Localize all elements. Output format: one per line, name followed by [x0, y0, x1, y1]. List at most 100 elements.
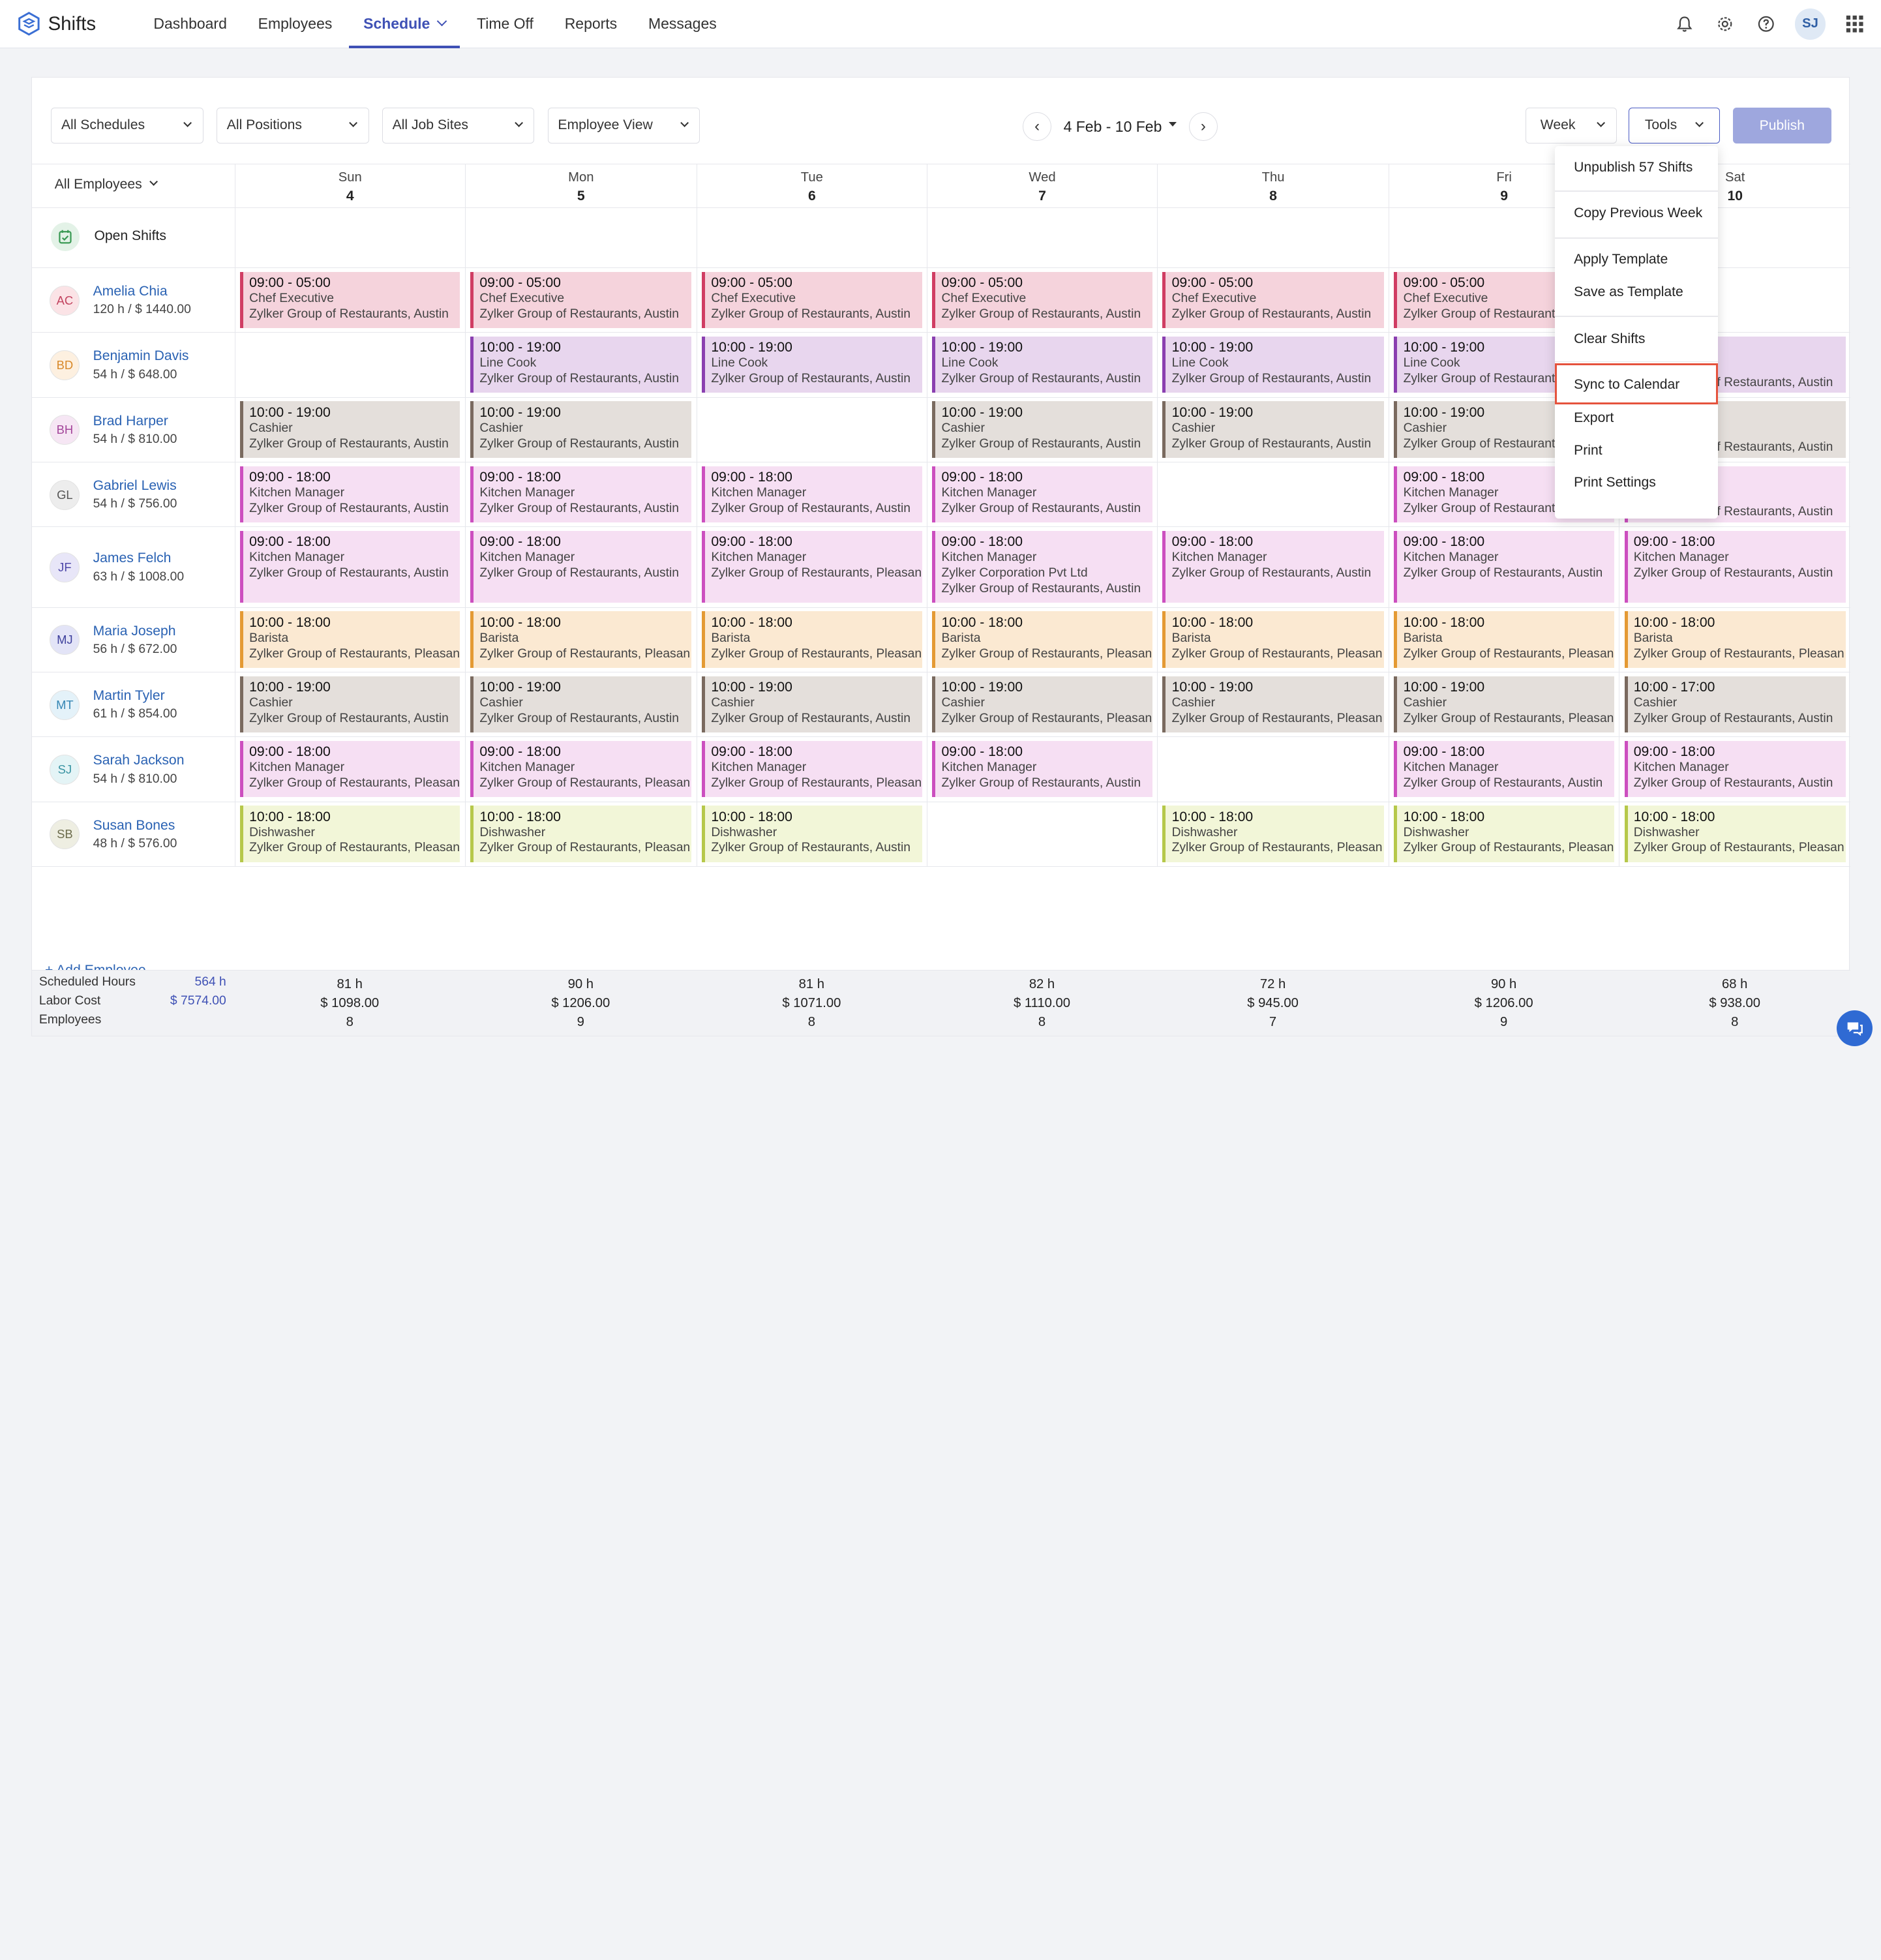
help-icon[interactable]: [1754, 12, 1778, 36]
schedule-cell[interactable]: [696, 397, 927, 462]
schedule-cell[interactable]: 10:00 - 19:00 Cashier Zylker Group of Rest…: [464, 672, 697, 737]
menu-sync-to-calendar[interactable]: Sync to Calendar: [1574, 376, 1680, 392]
gear-icon[interactable]: [1713, 12, 1738, 36]
schedule-cell[interactable]: [1157, 737, 1389, 802]
employee-name-link[interactable]: Maria Joseph: [93, 623, 176, 639]
schedule-cell[interactable]: 09:00 - 05:00 Chef Executive Zylker Group …: [234, 268, 465, 333]
nav-reports[interactable]: Reports: [564, 15, 618, 32]
shift-card[interactable]: 09:00 - 18:00 Kitchen Manager Zylker Group…: [239, 740, 460, 798]
schedule-cell[interactable]: 10:00 - 18:00 Barista Zylker Group of Rest…: [1157, 607, 1389, 672]
schedule-cell[interactable]: 10:00 - 18:00 Dishwasher Zylker Group of R…: [1157, 802, 1389, 866]
shift-card[interactable]: 09:00 - 18:00 Kitchen Manager Zylker Group…: [1162, 530, 1384, 603]
employee-name-link[interactable]: Susan Bones: [93, 817, 175, 833]
schedule-cell[interactable]: 10:00 - 19:00 Cashier Zylker Group of Rest…: [696, 672, 927, 737]
date-range-label[interactable]: 4 Feb - 10 Feb: [1063, 117, 1162, 135]
schedules-dropdown[interactable]: All Schedules: [51, 107, 203, 143]
menu-copy-previous-week[interactable]: Copy Previous Week: [1574, 205, 1703, 220]
shift-card[interactable]: 09:00 - 05:00 Chef Executive Zylker Group …: [932, 271, 1152, 329]
tools-button[interactable]: Tools: [1628, 107, 1720, 143]
schedule-cell[interactable]: 09:00 - 05:00 Chef Executive Zylker Group …: [1157, 268, 1389, 333]
shift-card[interactable]: 10:00 - 19:00 Line Cook Zylker Group of Re…: [1162, 336, 1384, 393]
shift-card[interactable]: 09:00 - 05:00 Chef Executive Zylker Group …: [1162, 271, 1384, 329]
schedule-cell[interactable]: 09:00 - 18:00 Kitchen Manager Zylker Group…: [464, 737, 697, 802]
employee-filter-dropdown[interactable]: All Employees: [55, 177, 158, 192]
menu-save-as-template[interactable]: Save as Template: [1574, 284, 1683, 299]
shift-card[interactable]: 09:00 - 18:00 Kitchen Manager Zylker Group…: [1394, 530, 1614, 603]
nav-messages[interactable]: Messages: [648, 15, 717, 32]
employee-name-link[interactable]: Brad Harper: [93, 413, 168, 429]
employee-name-link[interactable]: Benjamin Davis: [93, 348, 189, 364]
shift-card[interactable]: 10:00 - 19:00 Cashier Zylker Group of Rest…: [702, 676, 922, 732]
bell-icon[interactable]: [1672, 12, 1696, 36]
publish-button[interactable]: Publish: [1732, 107, 1831, 143]
schedule-cell[interactable]: 10:00 - 17:00 Cashier Zylker Group of Rest…: [1619, 672, 1850, 737]
schedule-cell[interactable]: 09:00 - 18:00 Kitchen Manager Zylker Group…: [926, 462, 1157, 527]
shift-card[interactable]: 10:00 - 18:00 Dishwasher Zylker Group of R…: [470, 806, 692, 862]
apps-grid-icon[interactable]: [1843, 12, 1867, 36]
next-week-button[interactable]: ›: [1188, 112, 1218, 142]
shift-card[interactable]: 10:00 - 19:00 Cashier Zylker Group of Rest…: [1394, 676, 1614, 732]
schedule-cell[interactable]: 09:00 - 18:00 Kitchen Manager Zylker Group…: [234, 527, 465, 607]
schedule-cell[interactable]: 10:00 - 19:00 Cashier Zylker Group of Rest…: [926, 397, 1157, 462]
shift-card[interactable]: 10:00 - 19:00 Cashier Zylker Group of Rest…: [1162, 676, 1384, 732]
schedule-cell[interactable]: 10:00 - 18:00 Dishwasher Zylker Group of R…: [696, 802, 927, 866]
schedule-cell[interactable]: [234, 333, 465, 397]
schedule-cell[interactable]: 10:00 - 19:00 Cashier Zylker Group of Rest…: [1157, 672, 1389, 737]
schedule-cell[interactable]: 09:00 - 18:00 Kitchen Manager Zylker Group…: [1157, 527, 1389, 607]
shift-card[interactable]: 10:00 - 18:00 Barista Zylker Group of Rest…: [932, 611, 1152, 668]
schedule-cell[interactable]: 10:00 - 19:00 Line Cook Zylker Group of Re…: [464, 333, 697, 397]
shift-card[interactable]: 10:00 - 18:00 Dishwasher Zylker Group of R…: [239, 806, 460, 862]
schedule-cell[interactable]: 10:00 - 19:00 Cashier Zylker Group of Rest…: [464, 397, 697, 462]
schedule-cell[interactable]: 09:00 - 18:00 Kitchen Manager Zylker Group…: [464, 527, 697, 607]
schedule-cell[interactable]: 09:00 - 05:00 Chef Executive Zylker Group …: [696, 268, 927, 333]
schedule-cell[interactable]: 10:00 - 19:00 Line Cook Zylker Group of Re…: [926, 333, 1157, 397]
schedule-cell[interactable]: 09:00 - 18:00 Kitchen Manager Zylker Group…: [1619, 527, 1850, 607]
schedule-cell[interactable]: 10:00 - 19:00 Line Cook Zylker Group of Re…: [1389, 333, 1619, 397]
shift-card[interactable]: 10:00 - 18:00 Barista Zylker Group of Rest…: [1162, 611, 1384, 668]
shift-card[interactable]: 10:00 - 19:00 Line Cook Zylker Group of Re…: [470, 336, 692, 393]
menu-unpublish-shifts[interactable]: Unpublish 57 Shifts: [1574, 159, 1693, 175]
schedule-cell[interactable]: 10:00 - 19:00 Cashier Zylker Group of Rest…: [1157, 397, 1389, 462]
shift-card[interactable]: 09:00 - 18:00 Kitchen Manager Zylker Group…: [1624, 530, 1846, 603]
nav-dashboard[interactable]: Dashboard: [153, 15, 227, 32]
shift-card[interactable]: 09:00 - 18:00 Kitchen Manager Zylker Group…: [702, 466, 922, 523]
positions-dropdown[interactable]: All Positions: [217, 107, 369, 143]
schedule-cell[interactable]: 09:00 - 18:00 Kitchen Manager Zylker Group…: [234, 462, 465, 527]
open-shift-cell[interactable]: [926, 208, 1157, 268]
schedule-cell[interactable]: 10:00 - 18:00 Barista Zylker Group of Rest…: [696, 607, 927, 672]
open-shift-cell[interactable]: [1389, 208, 1619, 268]
employee-name-link[interactable]: Sarah Jackson: [93, 753, 185, 768]
schedule-cell[interactable]: 10:00 - 18:00 Barista Zylker Group of Rest…: [234, 607, 465, 672]
schedule-cell[interactable]: 09:00 - 05:00 Chef Executive Zylker Group …: [926, 268, 1157, 333]
shift-card[interactable]: 09:00 - 18:00 Kitchen Manager Zylker Group…: [470, 530, 692, 603]
menu-print[interactable]: Print: [1574, 442, 1603, 458]
shift-card[interactable]: 10:00 - 19:00 Cashier Zylker Group of Rest…: [239, 401, 460, 458]
view-dropdown[interactable]: Employee View: [547, 107, 700, 143]
shift-card[interactable]: 10:00 - 19:00 Cashier Zylker Group of Rest…: [932, 676, 1152, 732]
schedule-cell[interactable]: 09:00 - 18:00 Kitchen Manager Zylker Group…: [1389, 527, 1619, 607]
shift-card[interactable]: 10:00 - 18:00 Barista Zylker Group of Rest…: [239, 611, 460, 668]
schedule-cell[interactable]: 10:00 - 19:00 Line Cook Zylker Group of Re…: [1157, 333, 1389, 397]
date-dropdown-icon[interactable]: [1169, 121, 1177, 127]
open-shift-cell[interactable]: [464, 208, 697, 268]
menu-print-settings[interactable]: Print Settings: [1574, 475, 1656, 490]
shift-card[interactable]: 09:00 - 05:00 Chef Executive Zylker Group …: [239, 271, 460, 329]
period-dropdown[interactable]: Week: [1525, 107, 1617, 143]
schedule-cell[interactable]: 09:00 - 18:00 Kitchen Manager Zylker Group…: [234, 737, 465, 802]
schedule-cell[interactable]: 10:00 - 18:00 Barista Zylker Group of Rest…: [926, 607, 1157, 672]
schedule-cell[interactable]: 10:00 - 18:00 Dishwasher Zylker Group of R…: [1619, 802, 1850, 866]
open-shift-cell[interactable]: [234, 208, 465, 268]
schedule-cell[interactable]: 10:00 - 18:00 Dishwasher Zylker Group of R…: [1389, 802, 1619, 866]
schedule-cell[interactable]: 09:00 - 18:00 Kitchen Manager Zylker Group…: [464, 462, 697, 527]
shift-card[interactable]: 10:00 - 19:00 Cashier Zylker Group of Rest…: [470, 401, 692, 458]
shift-card[interactable]: 10:00 - 18:00 Barista Zylker Group of Rest…: [1624, 611, 1846, 668]
menu-apply-template[interactable]: Apply Template: [1574, 252, 1668, 267]
schedule-cell[interactable]: 10:00 - 18:00 Barista Zylker Group of Rest…: [464, 607, 697, 672]
shift-card[interactable]: 09:00 - 18:00 Kitchen Manager Zylker Group…: [470, 466, 692, 523]
schedule-cell[interactable]: 10:00 - 18:00 Barista Zylker Group of Rest…: [1389, 607, 1619, 672]
schedule-cell[interactable]: 09:00 - 18:00 Kitchen Manager Zylker Group…: [926, 737, 1157, 802]
employee-name-link[interactable]: Martin Tyler: [93, 687, 165, 703]
shift-card[interactable]: 10:00 - 19:00 Cashier Zylker Group of Rest…: [932, 401, 1152, 458]
schedule-cell[interactable]: 10:00 - 19:00 Cashier Zylker Group of Rest…: [926, 672, 1157, 737]
shift-card[interactable]: 09:00 - 18:00 Kitchen Manager Zylker Group…: [1394, 740, 1614, 798]
